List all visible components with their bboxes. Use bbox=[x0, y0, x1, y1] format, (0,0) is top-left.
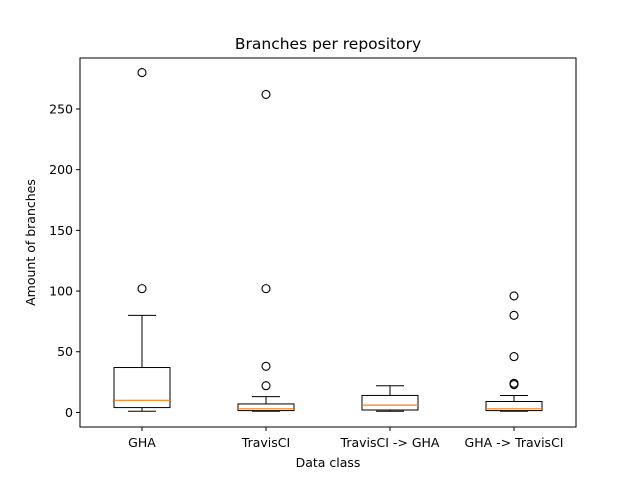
chart-title: Branches per repository bbox=[235, 35, 421, 53]
plot-area bbox=[113, 68, 543, 412]
x-tick-label: GHA -> TravisCI bbox=[465, 435, 564, 450]
y-tick-label: 50 bbox=[57, 344, 73, 359]
y-axis-label: Amount of branches bbox=[23, 179, 38, 306]
y-tick-label: 200 bbox=[49, 162, 73, 177]
iqr-box bbox=[361, 394, 419, 411]
outlier-point bbox=[509, 291, 519, 301]
outlier-point bbox=[261, 381, 271, 391]
x-tick-label: TravisCI -> GHA bbox=[340, 435, 440, 450]
box-group bbox=[361, 385, 419, 412]
y-tick-label: 150 bbox=[49, 223, 73, 238]
iqr-box bbox=[237, 403, 295, 412]
y-tick-label: 0 bbox=[65, 405, 73, 420]
outlier-point bbox=[261, 361, 271, 371]
iqr-box bbox=[113, 367, 171, 409]
outlier-point bbox=[137, 68, 147, 78]
y-axis: 0 50 100 150 200 250 bbox=[49, 101, 80, 420]
x-axis-label: Data class bbox=[296, 455, 361, 470]
outlier-point bbox=[509, 378, 519, 388]
outlier-point bbox=[261, 89, 271, 99]
outlier-point bbox=[509, 352, 519, 362]
outlier-point bbox=[261, 284, 271, 294]
x-tick-label: TravisCI bbox=[241, 435, 290, 450]
outlier-point bbox=[137, 284, 147, 294]
axes-frame bbox=[79, 57, 577, 428]
iqr-box bbox=[485, 401, 543, 412]
x-axis: GHA TravisCI TravisCI -> GHA GHA -> TravisC… bbox=[128, 427, 563, 450]
outlier-point bbox=[509, 310, 519, 320]
box-group bbox=[113, 68, 171, 412]
y-tick-label: 100 bbox=[49, 284, 73, 299]
y-tick-label: 250 bbox=[49, 101, 73, 116]
x-tick-label: GHA bbox=[128, 435, 156, 450]
box-group bbox=[485, 291, 543, 412]
box-group bbox=[237, 89, 295, 412]
